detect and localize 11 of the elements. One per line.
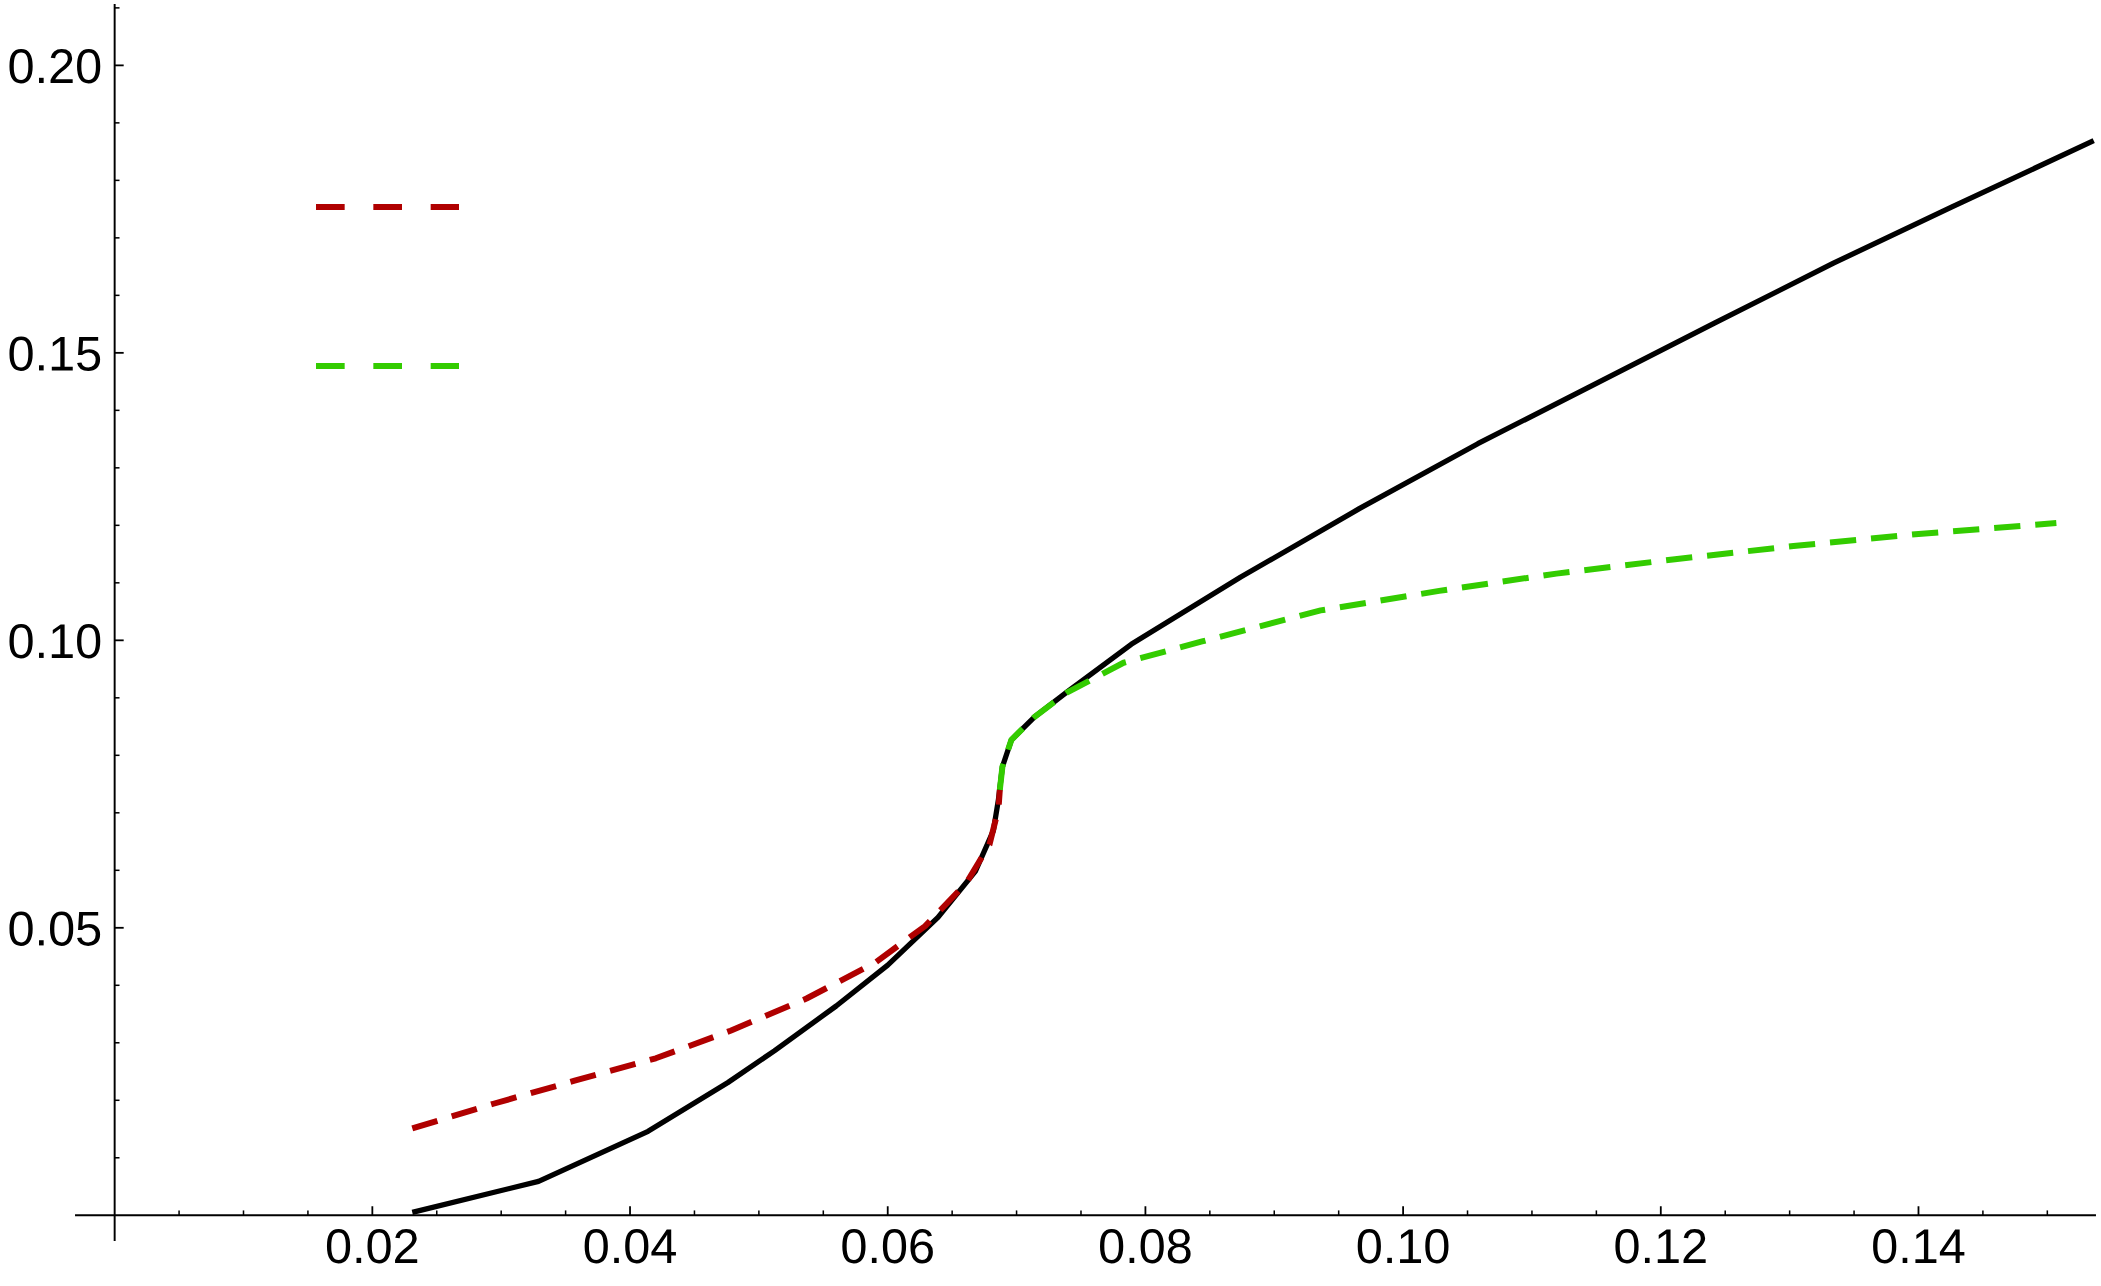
y-tick-label: 0.20 xyxy=(9,49,101,84)
x-tick-label: 0.14 xyxy=(1873,1229,1965,1264)
x-tick-label: 0.02 xyxy=(326,1229,418,1264)
x-tick-label: 0.10 xyxy=(1357,1229,1449,1264)
y-tick-label: 0.10 xyxy=(9,623,101,659)
x-tick-label: 0.06 xyxy=(842,1229,933,1264)
y-tick-label: 0.05 xyxy=(9,911,101,946)
x-tick-label: 0.12 xyxy=(1615,1229,1706,1264)
x-tick-label: 0.08 xyxy=(1100,1229,1191,1264)
x-tick-label: 0.04 xyxy=(584,1229,676,1264)
y-tick-label: 0.15 xyxy=(9,336,101,371)
